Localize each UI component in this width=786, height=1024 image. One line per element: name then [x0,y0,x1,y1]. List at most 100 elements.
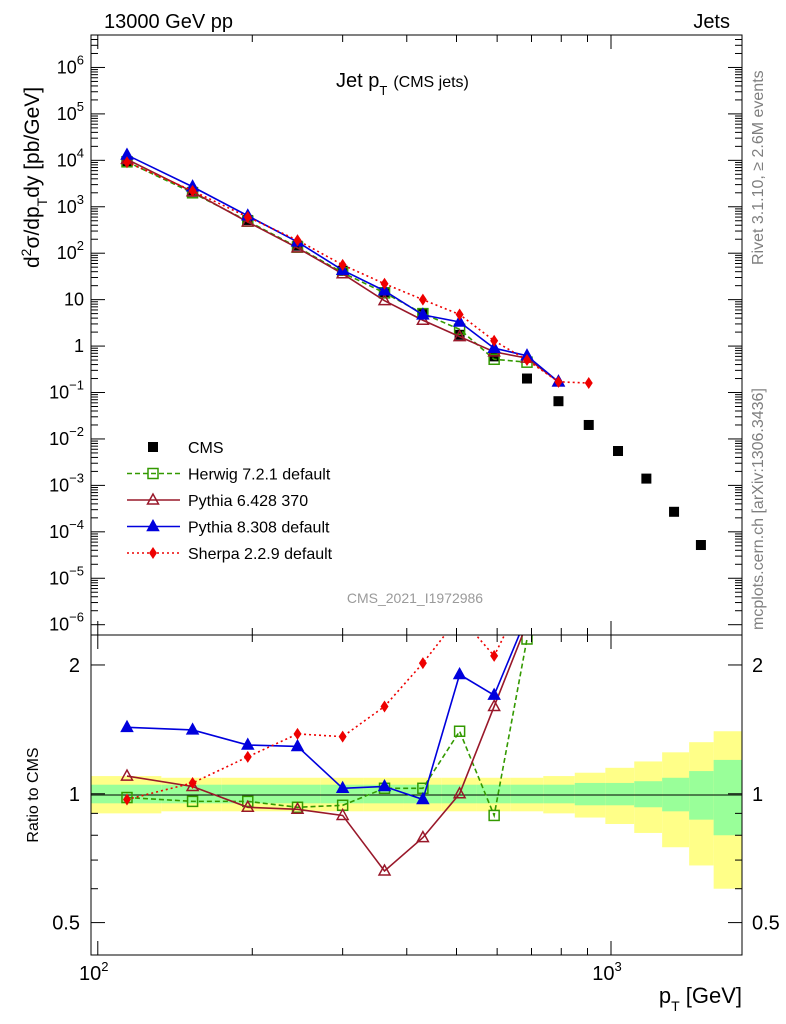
ratio-data-point [523,584,531,596]
ratio-series-line [126,635,521,801]
y-tick-base: 10 [57,57,77,77]
main-data-point [554,375,563,388]
x-tick-base: 10 [592,963,614,985]
ylabel-sub: T [34,197,50,206]
main-data-point [380,277,389,290]
y-tick-exp: 4 [77,145,84,160]
ratio-data-point [488,809,500,822]
band-inner-bin [320,784,364,804]
ratio-data-point [120,719,134,733]
y-tick-exp: −2 [69,424,84,439]
legend-entry: Pythia 6.428 370 [127,492,308,510]
main-data-point [455,308,464,321]
main-data-point [487,340,501,353]
legend-label: Pythia 8.308 default [188,520,330,537]
y-tick-base: 10 [57,104,77,124]
ratio-data-point [242,795,254,808]
ratio-data-point [241,799,255,813]
ratio-series-line [126,635,506,801]
x-tick-label: 103 [592,959,621,985]
xlabel-p: p [659,983,671,1008]
main-y-tick-label: 10−2 [49,424,84,449]
main-data-point [553,396,564,407]
legend-label: Herwig 7.2.1 default [188,467,331,484]
ratio-data-point [243,750,252,763]
ratio-y-tick-label-right: 1 [752,784,763,806]
ratio-data-point [416,830,430,843]
ratio-data-point [490,649,499,662]
x-tick-base: 10 [79,963,101,985]
legend-marker [148,442,158,452]
ratio-data-point [290,738,305,752]
legend-entry: Pythia 8.308 default [127,518,330,537]
ratio-plot-frame [90,634,743,956]
legend-marker [149,547,157,559]
ylabel-mid: σ/dp [21,206,44,248]
main-y-tick-label: 10−4 [49,517,84,542]
main-data-point [641,473,652,484]
main-data-point [452,314,467,327]
y-tick-exp: −1 [69,378,84,393]
band-inner-bin [713,759,742,836]
legend-label: CMS [188,440,224,457]
legend-marker [146,518,160,532]
main-data-point [669,506,680,517]
mcplots-label: mcplots.cern.ch [arXiv:1306.3436] [750,388,767,630]
plot-title-main: Jet p [336,70,379,92]
ratio-series-pythia-8-308-default [120,610,532,805]
main-data-point [377,293,392,306]
ratio-series-line [126,635,524,873]
ratio-y-axis-label: Ratio to CMS [25,747,42,842]
main-data-point [521,373,532,384]
main-data-point [695,540,706,551]
legend-marker [147,467,159,480]
main-data-point [490,334,499,347]
main-y-tick-label: 102 [57,238,84,263]
y-tick-exp: −6 [69,610,84,625]
main-data-point [338,258,347,271]
ylabel-sup: 2 [18,248,34,256]
main-y-tick-label: 106 [57,52,84,77]
ratio-data-point [377,863,392,876]
ratio-data-point [335,807,350,821]
ratio-data-point [487,687,501,700]
main-data-point [522,354,531,367]
band-inner-bin [221,784,272,804]
legend-entry: CMS [148,440,224,457]
ratio-data-point [521,610,532,620]
y-tick-base: 10 [49,615,69,635]
ratio-data-point [338,730,347,743]
main-series-herwig-7-2-1-default [121,156,533,368]
ratio-data-point [335,780,350,794]
main-data-point [377,283,392,296]
band-inner-bin [605,782,635,806]
main-y-tick-label: 10 [64,290,84,310]
main-data-point [188,184,197,197]
band-inner-bin [476,784,511,804]
main-data-point [418,293,427,306]
ratio-y-tick-label-left: 2 [69,655,80,677]
main-data-point [416,307,430,320]
ratio-uncertainty-band [91,731,742,889]
main-series [120,147,706,551]
main-y-axis-label: d2σ/dpTdy [pb/GeV] [18,87,50,268]
ratio-data-point [120,768,134,781]
ratio-series [120,584,533,876]
main-y-tick-label: 10−5 [49,563,84,588]
ratio-y-tick-label-left: 1 [69,784,80,806]
ratio-y-tick-label-left: 0.5 [52,913,80,935]
main-plot-frame [90,34,743,636]
header-left: 13000 GeV pp [104,11,233,33]
main-data-point [122,156,131,169]
main-data-point [290,240,305,253]
main-y-tick-label: 104 [57,145,84,170]
y-tick-base: 10 [49,568,69,588]
x-tick-exp: 3 [615,959,622,974]
main-data-point [243,211,252,224]
legend: CMS Herwig 7.2.1 default Pythia 6.428 370 P… [127,440,333,563]
band-inner-bin [543,784,575,804]
main-y-tick-label: 105 [57,99,84,124]
y-tick-base: 10 [49,429,69,449]
main-data-point [293,234,302,247]
